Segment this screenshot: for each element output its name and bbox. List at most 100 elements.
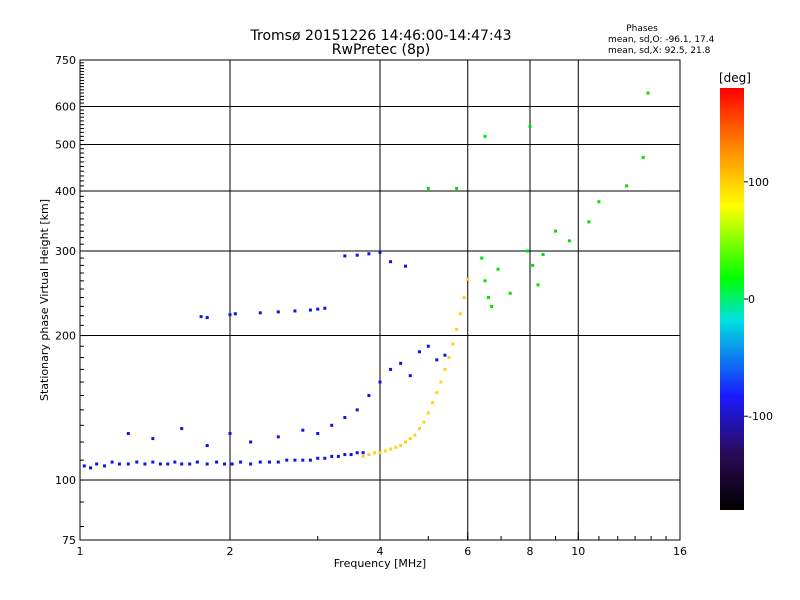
data-point <box>95 462 99 466</box>
data-point <box>308 458 312 462</box>
data-point <box>426 186 430 190</box>
chart-subtitle: RwPretec (8p) <box>332 42 430 58</box>
data-point <box>625 184 629 188</box>
colorbar-unit-label: [deg] <box>719 71 751 85</box>
data-point <box>276 460 280 464</box>
series-group <box>199 250 407 320</box>
colorbar-tick-label: 100 <box>748 176 769 189</box>
data-point <box>103 464 107 468</box>
data-point <box>249 462 253 466</box>
x-tick-label: 6 <box>464 545 471 558</box>
data-point <box>408 374 412 378</box>
data-point <box>293 458 297 462</box>
points-layer <box>82 91 650 470</box>
data-point <box>336 454 340 458</box>
data-point <box>355 253 359 257</box>
data-point <box>258 460 262 464</box>
data-point <box>215 460 219 464</box>
data-point <box>316 307 320 311</box>
data-point <box>525 249 529 253</box>
data-point <box>258 311 262 315</box>
data-point <box>188 462 192 466</box>
data-point <box>126 432 130 436</box>
data-point <box>399 361 403 365</box>
phases-x-mode: mean, sd,X: 92.5, 21.8 <box>608 46 711 56</box>
data-point <box>143 462 147 466</box>
data-point <box>443 353 447 357</box>
data-point <box>323 456 327 460</box>
series-group <box>82 451 365 470</box>
data-point <box>151 437 155 441</box>
data-point <box>373 451 377 455</box>
data-point <box>355 408 359 412</box>
tick-layer: 1 2 4 6 8 10 16 75 100 200 300 400 500 600 750 <box>55 54 687 558</box>
data-point <box>541 253 545 257</box>
data-point <box>126 462 130 466</box>
data-point <box>301 458 305 462</box>
data-point <box>426 344 430 348</box>
data-point <box>267 460 271 464</box>
data-point <box>451 342 455 346</box>
data-point <box>228 432 232 436</box>
data-point <box>316 432 320 436</box>
data-point <box>389 367 393 371</box>
data-point <box>462 296 466 300</box>
data-point <box>553 229 557 233</box>
data-point <box>166 462 170 466</box>
series-group <box>126 344 447 448</box>
data-point <box>276 435 280 439</box>
data-point <box>323 306 327 310</box>
y-axis-label: Stationary phase Virtual Height [km] <box>38 199 51 401</box>
data-point <box>158 462 162 466</box>
x-tick-label: 10 <box>571 545 585 558</box>
data-point <box>496 267 500 271</box>
data-point <box>431 401 435 405</box>
data-point <box>447 355 451 359</box>
y-tick-label: 75 <box>62 534 76 547</box>
data-point <box>195 460 199 464</box>
data-point <box>389 260 393 264</box>
series-group <box>426 91 650 308</box>
phases-o-mode: mean, sd,O: -96.1, 17.4 <box>608 35 715 45</box>
data-point <box>205 444 209 448</box>
y-tick-label: 600 <box>55 101 76 114</box>
data-point <box>399 444 403 448</box>
data-point <box>205 316 209 320</box>
data-point <box>367 453 371 457</box>
data-point <box>349 453 353 457</box>
data-point <box>439 380 443 384</box>
data-point <box>422 420 426 424</box>
data-point <box>361 454 365 458</box>
data-point <box>343 254 347 258</box>
colorbar-tick-label: -100 <box>748 410 773 423</box>
data-point <box>343 415 347 419</box>
data-point <box>403 440 407 444</box>
data-point <box>383 449 387 453</box>
data-point <box>361 451 365 455</box>
data-point <box>110 460 114 464</box>
data-point <box>276 310 280 314</box>
x-tick-label: 2 <box>227 545 234 558</box>
data-point <box>567 239 571 243</box>
chart-title: Tromsø 20151226 14:46:00-14:47:43 <box>250 28 512 44</box>
data-point <box>417 427 421 431</box>
data-point <box>528 125 532 129</box>
data-point <box>223 462 227 466</box>
data-point <box>180 462 184 466</box>
data-point <box>490 304 494 308</box>
data-point <box>233 312 237 316</box>
data-point <box>426 411 430 415</box>
data-point <box>597 200 601 204</box>
series-group <box>361 277 470 458</box>
data-point <box>413 433 417 437</box>
data-point <box>355 451 359 455</box>
y-tick-label: 750 <box>55 54 76 67</box>
colorbar <box>720 88 744 510</box>
data-point <box>508 291 512 295</box>
data-point <box>117 462 121 466</box>
data-point <box>249 440 253 444</box>
data-point <box>417 350 421 354</box>
data-point <box>455 186 459 190</box>
data-point <box>343 453 347 457</box>
